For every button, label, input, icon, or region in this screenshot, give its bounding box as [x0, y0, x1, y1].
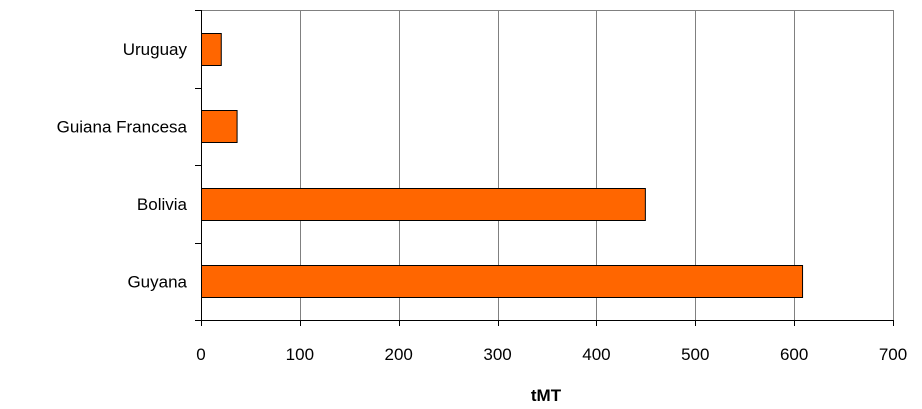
bars — [201, 33, 804, 298]
x-tick-label: 100 — [286, 345, 314, 364]
x-tick-label: 500 — [681, 345, 709, 364]
x-tick-label: 200 — [385, 345, 413, 364]
x-tick-label: 400 — [582, 345, 610, 364]
x-tick-label: 700 — [879, 345, 907, 364]
bar-guyana — [201, 265, 804, 298]
bar-guiana-francesa — [201, 110, 238, 143]
x-tick-labels: 0 100 200 300 400 500 600 700 — [196, 345, 907, 364]
category-label: Guiana Francesa — [57, 117, 188, 136]
x-axis-title: tMT — [531, 386, 562, 405]
category-label: Bolivia — [137, 195, 188, 214]
bar-uruguay — [201, 33, 222, 66]
category-labels: Uruguay Guiana Francesa Bolivia Guyana — [57, 40, 188, 292]
bar-bolivia — [201, 188, 646, 221]
x-tick-label: 600 — [780, 345, 808, 364]
x-tick-label: 0 — [196, 345, 205, 364]
x-tick-label: 300 — [483, 345, 511, 364]
category-label: Uruguay — [123, 40, 188, 59]
category-label: Guyana — [127, 272, 187, 291]
grid-lines — [201, 10, 894, 320]
